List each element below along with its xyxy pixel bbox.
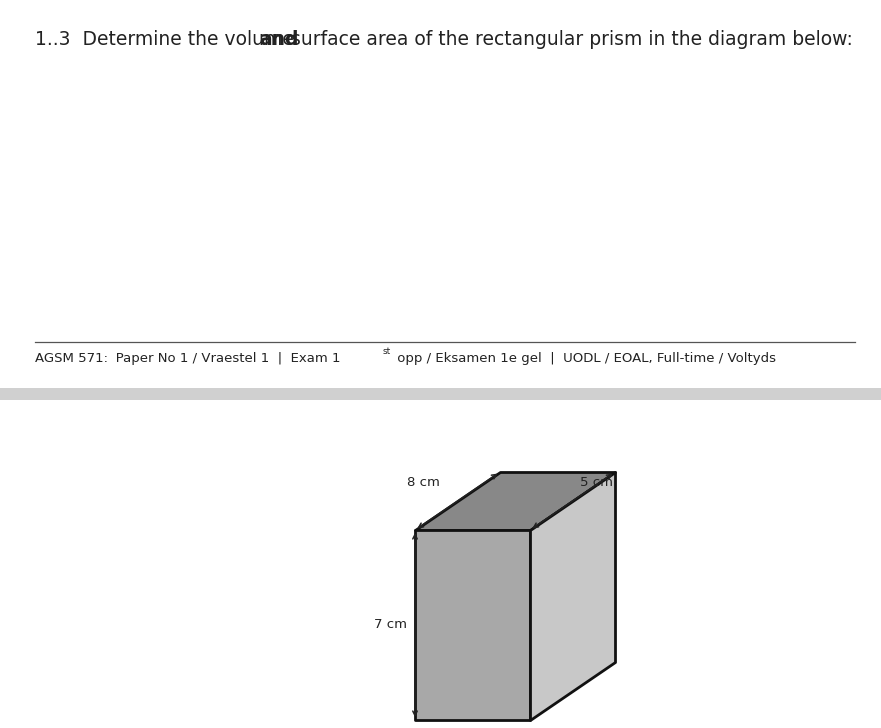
Bar (0, 388, 881, 400)
Text: st: st (383, 347, 391, 356)
Text: surface area of the rectangular prism in the diagram below:: surface area of the rectangular prism in… (285, 30, 853, 49)
Text: 5 cm: 5 cm (581, 476, 613, 489)
Text: AGSM 571:: AGSM 571: (35, 352, 108, 365)
Text: opp / Eksamen 1e gel  |  UODL / EOAL, Full-time / Voltyds: opp / Eksamen 1e gel | UODL / EOAL, Full… (393, 352, 776, 365)
Text: Paper No 1 / Vraestel 1  |  Exam 1: Paper No 1 / Vraestel 1 | Exam 1 (103, 352, 340, 365)
Text: 1..3  Determine the volume: 1..3 Determine the volume (35, 30, 300, 49)
Text: 7 cm: 7 cm (374, 619, 407, 631)
Text: 8 cm: 8 cm (407, 476, 440, 489)
Text: and: and (259, 30, 299, 49)
